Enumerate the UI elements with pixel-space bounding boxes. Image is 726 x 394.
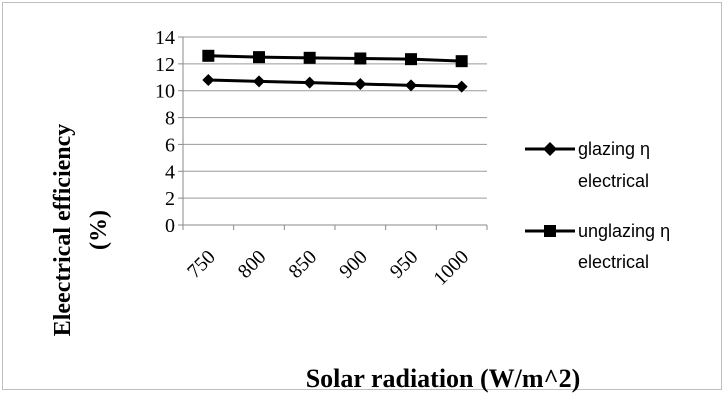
- legend-label-unglazing-line-2: electrical: [578, 252, 649, 272]
- x-tick-label: 850: [284, 246, 321, 283]
- y-axis-label-line-1: Eleectrical efficiency: [50, 124, 76, 337]
- y-tick-label: 2: [165, 188, 175, 210]
- gridlines: [183, 36, 487, 226]
- legend-label-unglazing-line-1: unglazing η: [578, 221, 670, 241]
- x-tick-label: 900: [335, 246, 372, 283]
- data-point: [354, 78, 367, 90]
- data-point: [253, 75, 265, 88]
- series: [202, 49, 468, 93]
- data-point: [202, 73, 215, 86]
- x-axis-ticks: 750 800 850 900 950 1000: [183, 246, 473, 290]
- legend-label-glazing-line-1: glazing η: [578, 139, 650, 159]
- x-tick-label: 950: [386, 246, 423, 283]
- legend-item-glazing: glazing η electrical: [525, 139, 650, 191]
- data-point: [253, 51, 265, 64]
- x-axis-label: Solar radiation (W/m^2): [306, 364, 581, 393]
- legend-label-glazing-line-2: electrical: [578, 171, 649, 191]
- y-tick-label: 6: [165, 134, 175, 156]
- legend-marker-glazing: [543, 142, 557, 156]
- y-tick-label: 14: [155, 27, 175, 49]
- data-point: [455, 80, 468, 93]
- legend-marker-unglazing: [544, 225, 556, 237]
- y-tick-label: 12: [155, 54, 175, 76]
- x-tick-label: 1000: [429, 246, 473, 290]
- chart-frame: [2, 2, 722, 390]
- y-tick-label: 8: [165, 108, 175, 130]
- data-point: [202, 49, 215, 62]
- axes: [178, 36, 488, 230]
- data-point: [303, 51, 316, 64]
- y-tick-label: 0: [165, 215, 175, 237]
- data-point: [455, 55, 468, 68]
- legend-item-unglazing: unglazing η electrical: [525, 221, 670, 272]
- data-point: [405, 53, 417, 66]
- y-axis-label-line-2: (%): [86, 210, 112, 250]
- legend: glazing η electrical unglazing η electri…: [525, 139, 670, 272]
- series-line-0: [208, 78, 462, 89]
- x-tick-label: 800: [234, 246, 271, 283]
- y-tick-label: 10: [155, 81, 175, 103]
- y-axis-ticks: 0 2 4 6 8 10 12 14: [155, 27, 175, 237]
- data-point: [405, 79, 417, 92]
- series-0: [202, 73, 468, 93]
- data-point: [303, 76, 316, 89]
- y-tick-label: 4: [165, 161, 175, 183]
- data-point: [354, 52, 367, 65]
- x-tick-label: 750: [183, 246, 220, 283]
- series-1: [202, 49, 468, 68]
- series-line-1: [208, 54, 462, 63]
